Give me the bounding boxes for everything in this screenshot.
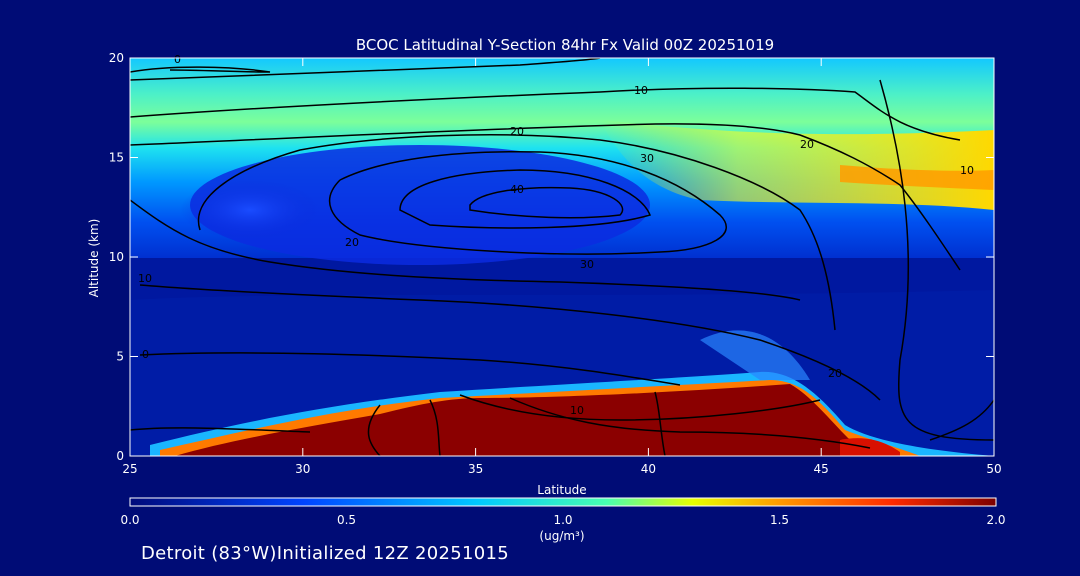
colorbar-ticks: 0.0 0.5 1.0 1.5 2.0 — [120, 513, 1005, 527]
contour-label: 10 — [634, 84, 648, 97]
x-axis: 25 30 35 40 45 50 — [122, 58, 1002, 476]
contour-label: 20 — [800, 138, 814, 151]
x-axis-label: Latitude — [537, 483, 586, 497]
x-tick-label: 30 — [295, 462, 310, 476]
x-tick-label: 25 — [122, 462, 137, 476]
y-axis: 0 5 10 15 20 — [109, 51, 994, 463]
contour-lines — [130, 58, 994, 456]
colorbar-unit: (ug/m³) — [539, 529, 584, 543]
contour-label: 10 — [960, 164, 974, 177]
y-axis-label: Altitude (km) — [87, 219, 101, 298]
colorbar-tick-label: 0.5 — [337, 513, 356, 527]
footer-text: Detroit (83°W)Initialized 12Z 20251015 — [141, 543, 509, 564]
y-tick-label: 0 — [116, 449, 124, 463]
x-tick-label: 40 — [641, 462, 656, 476]
contour-label: 20 — [828, 367, 842, 380]
x-tick-label: 45 — [814, 462, 829, 476]
colorbar-tick-label: 2.0 — [986, 513, 1005, 527]
chart-title: BCOC Latitudinal Y-Section 84hr Fx Valid… — [356, 36, 774, 54]
contour-label: 0 — [142, 348, 149, 361]
heatmap-field — [130, 58, 994, 456]
contour-label: 10 — [570, 404, 584, 417]
contour-label: 30 — [580, 258, 594, 271]
x-tick-label: 50 — [986, 462, 1001, 476]
contour-label: 0 — [174, 53, 181, 66]
colorbar-tick-label: 1.0 — [553, 513, 572, 527]
y-tick-label: 15 — [109, 151, 124, 165]
y-tick-label: 5 — [116, 350, 124, 364]
contour-label: 20 — [345, 236, 359, 249]
contour-label: 30 — [640, 152, 654, 165]
contour-label-group: 0 10 20 30 40 10 20 30 20 10 10 20 0 — [138, 53, 974, 417]
x-tick-label: 35 — [468, 462, 483, 476]
y-tick-label: 10 — [109, 250, 124, 264]
colorbar — [129, 497, 997, 507]
contour-label: 10 — [138, 272, 152, 285]
colorbar-tick-label: 1.5 — [770, 513, 789, 527]
y-tick-label: 20 — [109, 51, 124, 65]
colorbar-tick-label: 0.0 — [120, 513, 139, 527]
contour-label: 20 — [510, 125, 524, 138]
contour-label: 40 — [510, 183, 524, 196]
